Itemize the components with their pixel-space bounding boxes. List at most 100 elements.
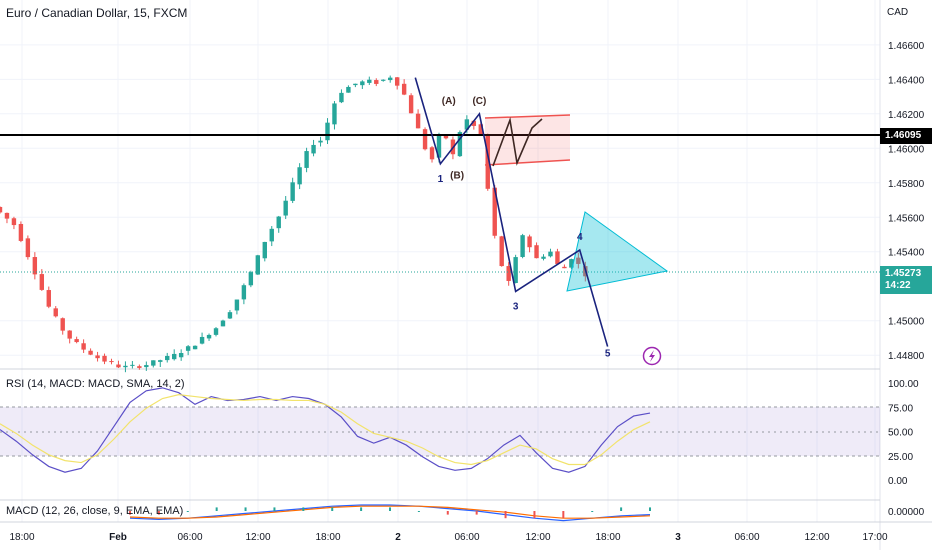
candle-body xyxy=(158,360,163,362)
rsi-indicator-title[interactable]: RSI (14, MACD: MACD, SMA, 14, 2) xyxy=(6,378,185,390)
candle-body xyxy=(46,290,51,307)
histogram-bar xyxy=(533,511,536,519)
candle-body xyxy=(137,366,142,368)
wave-label: (C) xyxy=(472,96,486,107)
candle-body xyxy=(25,238,31,258)
price-tick-label: 1.46000 xyxy=(888,144,925,155)
candle-body xyxy=(394,77,400,86)
price-tick-label: 1.46600 xyxy=(888,41,925,52)
candle-body xyxy=(311,144,316,154)
histogram-bar xyxy=(186,511,189,512)
candle-body xyxy=(109,361,114,363)
candle-body xyxy=(534,245,539,259)
rsi-tick-label: 0.00 xyxy=(888,476,908,487)
histogram-bar xyxy=(620,507,623,511)
candle-body xyxy=(415,113,421,129)
candle-body xyxy=(499,236,504,267)
rsi-axis-labels: 100.00 75.00 50.00 25.00 0.00 xyxy=(888,379,919,487)
histogram-bar xyxy=(129,511,131,515)
histogram-bar xyxy=(157,511,160,515)
price-tick-label: 1.44800 xyxy=(888,351,925,362)
currency-label: CAD xyxy=(887,7,909,18)
candle-body xyxy=(457,132,463,157)
time-tick-label: 18:00 xyxy=(595,532,620,543)
candle-body xyxy=(555,251,560,264)
candle-body xyxy=(548,251,553,257)
candle-body xyxy=(227,312,233,319)
candle-body xyxy=(116,364,121,368)
candle-body xyxy=(541,256,546,259)
candle-body xyxy=(576,257,581,264)
channel-top-line xyxy=(484,114,571,119)
time-axis-labels: 18:00 Feb 06:00 12:00 18:00 2 06:00 12:00 18:00 3… xyxy=(9,532,887,543)
candle-body xyxy=(353,83,358,86)
candle-body xyxy=(569,259,574,268)
rsi-ma-line xyxy=(0,394,651,466)
rsi-tick-label: 50.00 xyxy=(888,428,913,439)
candle-body xyxy=(513,257,518,284)
channel-bottom-line xyxy=(484,159,571,166)
candle-body xyxy=(471,120,477,126)
candle-body xyxy=(262,241,267,259)
candle-body xyxy=(241,285,247,300)
rsi-pane xyxy=(0,387,651,473)
histogram-bar xyxy=(331,507,334,511)
time-tick-label: 18:00 xyxy=(9,532,34,543)
histogram-bar xyxy=(446,511,449,515)
time-tick-label: 12:00 xyxy=(245,532,270,543)
candle-body xyxy=(102,355,107,362)
time-tick-label: 17:00 xyxy=(862,532,887,543)
macd-indicator-title[interactable]: MACD (12, 26, close, 9, EMA, EMA) xyxy=(6,505,184,517)
histogram-bar xyxy=(417,511,420,512)
current-price-tag: 1.45273 14:22 xyxy=(880,266,932,294)
lightning-icon xyxy=(649,350,655,362)
price-tick-label: 1.45600 xyxy=(888,213,925,224)
candle-body xyxy=(520,235,525,257)
candle-body xyxy=(81,343,86,350)
time-tick-label: 12:00 xyxy=(804,532,829,543)
candle-body xyxy=(527,236,532,248)
elliott-wave-path[interactable] xyxy=(414,77,609,347)
histogram-bar xyxy=(475,511,478,515)
histogram-bar xyxy=(302,507,305,511)
candle-body xyxy=(381,79,386,81)
candle-body xyxy=(165,355,170,361)
rsi-tick-label: 75.00 xyxy=(888,403,913,414)
histogram-bar xyxy=(649,507,651,511)
macd-line xyxy=(129,504,651,522)
candle-body xyxy=(346,86,351,93)
candle-body xyxy=(339,92,344,103)
candle-body xyxy=(206,334,212,339)
wave-label: 3 xyxy=(513,301,519,312)
candle-body xyxy=(325,122,330,141)
rsi-tick-label: 100.00 xyxy=(888,379,919,390)
histogram-bar xyxy=(360,507,363,511)
candle-body xyxy=(248,272,254,286)
candle-body xyxy=(283,200,288,216)
price-axis-labels: 1.46600 1.46400 1.46200 1.46000 1.45800 1.456… xyxy=(888,41,925,362)
price-tick-label: 1.45800 xyxy=(888,179,925,190)
price-tick-label: 1.46400 xyxy=(888,75,925,86)
wave-label: (A) xyxy=(442,96,456,107)
candle-body xyxy=(172,353,177,360)
time-tick-label: 06:00 xyxy=(454,532,479,543)
candle-body xyxy=(401,83,407,95)
candle-body xyxy=(443,135,449,139)
candle-body xyxy=(422,129,428,150)
histogram-bar xyxy=(389,507,391,511)
candle-body xyxy=(388,77,393,81)
candle-body xyxy=(192,345,198,350)
candle-body xyxy=(130,364,135,366)
histogram-bar xyxy=(591,511,594,512)
candle-body xyxy=(199,336,205,344)
wave-label: 4 xyxy=(577,232,583,243)
histogram-bar xyxy=(504,511,507,519)
current-price-value: 1.45273 xyxy=(885,268,922,279)
time-tick-label: 12:00 xyxy=(525,532,550,543)
candle-body xyxy=(429,147,435,160)
candle-body xyxy=(220,320,226,327)
time-tick-label: Feb xyxy=(109,532,127,543)
candle-body xyxy=(4,212,10,219)
candle-body xyxy=(95,355,100,359)
